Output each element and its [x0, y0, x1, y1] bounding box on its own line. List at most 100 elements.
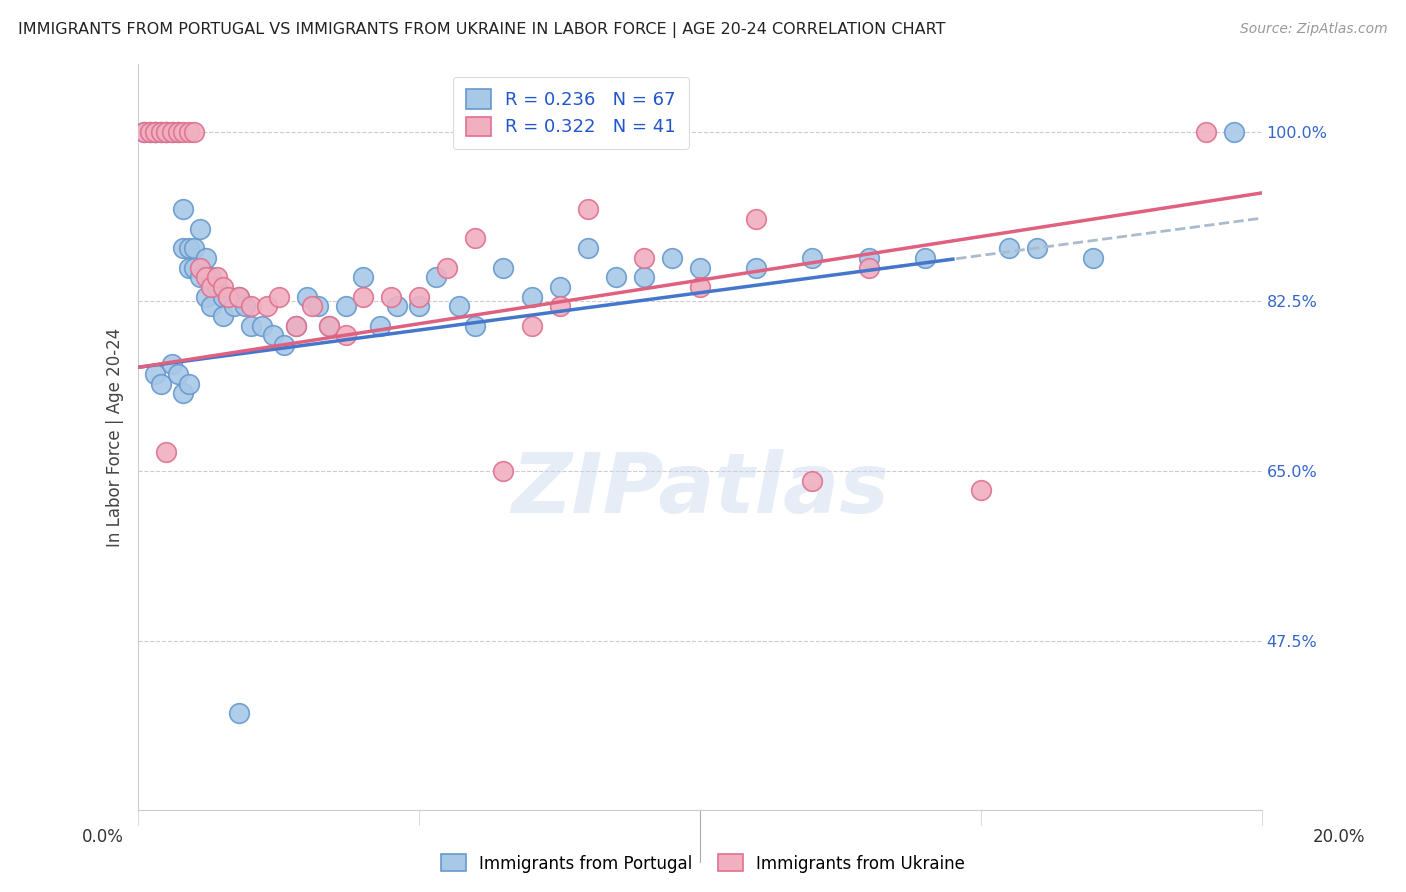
Point	[273, 338, 295, 352]
Point	[200, 299, 222, 313]
Point	[205, 270, 228, 285]
Point	[138, 125, 160, 139]
Point	[172, 241, 194, 255]
Point	[194, 270, 217, 285]
Point	[633, 270, 655, 285]
Point	[177, 376, 200, 391]
Point	[149, 376, 172, 391]
Point	[149, 125, 172, 139]
Point	[228, 290, 250, 304]
Point	[205, 280, 228, 294]
Point	[239, 318, 262, 333]
Point	[155, 125, 177, 139]
Point	[211, 280, 233, 294]
Text: Source: ZipAtlas.com: Source: ZipAtlas.com	[1240, 22, 1388, 37]
Point	[689, 260, 711, 275]
Point	[436, 260, 458, 275]
Point	[1223, 125, 1246, 139]
Point	[689, 280, 711, 294]
Point	[425, 270, 447, 285]
Text: ZIPatlas: ZIPatlas	[512, 449, 889, 530]
Point	[284, 318, 307, 333]
Point	[143, 125, 166, 139]
Point	[166, 125, 188, 139]
Point	[267, 290, 290, 304]
Point	[745, 212, 768, 227]
Point	[177, 125, 200, 139]
Point	[143, 125, 166, 139]
Point	[188, 270, 211, 285]
Point	[520, 318, 543, 333]
Point	[801, 474, 824, 488]
Point	[335, 299, 357, 313]
Point	[160, 358, 183, 372]
Point	[155, 444, 177, 458]
Point	[858, 260, 880, 275]
Point	[745, 260, 768, 275]
Point	[576, 202, 599, 217]
Point	[222, 299, 245, 313]
Point	[301, 299, 323, 313]
Point	[335, 328, 357, 343]
Point	[408, 290, 430, 304]
Point	[228, 706, 250, 721]
Point	[548, 280, 571, 294]
Point	[172, 202, 194, 217]
Point	[160, 125, 183, 139]
Point	[318, 318, 340, 333]
Point	[211, 290, 233, 304]
Point	[172, 125, 194, 139]
Point	[155, 125, 177, 139]
Point	[233, 299, 256, 313]
Point	[380, 290, 402, 304]
Point	[188, 221, 211, 235]
Point	[801, 251, 824, 265]
Point	[132, 125, 155, 139]
Point	[166, 367, 188, 381]
Point	[194, 290, 217, 304]
Point	[970, 483, 993, 498]
Point	[200, 270, 222, 285]
Point	[368, 318, 391, 333]
Point	[464, 231, 486, 245]
Point	[143, 367, 166, 381]
Point	[177, 241, 200, 255]
Point	[143, 125, 166, 139]
Point	[307, 299, 329, 313]
Point	[200, 280, 222, 294]
Point	[1083, 251, 1105, 265]
Point	[217, 290, 239, 304]
Point	[149, 125, 172, 139]
Text: 20.0%: 20.0%	[1312, 828, 1365, 846]
Y-axis label: In Labor Force | Age 20-24: In Labor Force | Age 20-24	[107, 327, 124, 547]
Point	[211, 309, 233, 323]
Point	[385, 299, 408, 313]
Point	[464, 318, 486, 333]
Point	[661, 251, 683, 265]
Point	[914, 251, 936, 265]
Point	[492, 464, 515, 478]
Point	[605, 270, 627, 285]
Point	[239, 299, 262, 313]
Point	[132, 125, 155, 139]
Point	[295, 290, 318, 304]
Point	[548, 299, 571, 313]
Point	[492, 260, 515, 275]
Point	[138, 125, 160, 139]
Point	[318, 318, 340, 333]
Point	[160, 125, 183, 139]
Point	[177, 260, 200, 275]
Point	[262, 328, 284, 343]
Point	[284, 318, 307, 333]
Point	[228, 290, 250, 304]
Point	[1026, 241, 1049, 255]
Point	[352, 290, 374, 304]
Legend: R = 0.236   N = 67, R = 0.322   N = 41: R = 0.236 N = 67, R = 0.322 N = 41	[453, 77, 689, 149]
Legend: Immigrants from Portugal, Immigrants from Ukraine: Immigrants from Portugal, Immigrants fro…	[434, 847, 972, 880]
Text: 0.0%: 0.0%	[82, 828, 124, 846]
Point	[166, 125, 188, 139]
Point	[256, 299, 278, 313]
Point	[188, 260, 211, 275]
Point	[250, 318, 273, 333]
Point	[858, 251, 880, 265]
